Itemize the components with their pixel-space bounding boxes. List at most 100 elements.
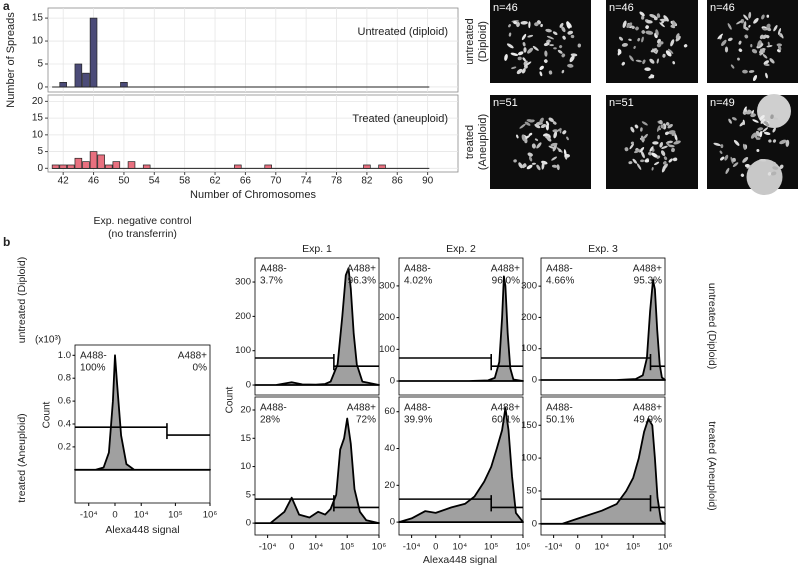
- chromosome: [528, 21, 531, 29]
- chromosome: [780, 33, 784, 39]
- chromosome: [670, 39, 675, 47]
- x-tick-label: 0: [112, 510, 117, 521]
- x-tick-label: 58: [179, 176, 191, 187]
- gate-label: 96.3%: [348, 276, 376, 287]
- x-tick-label: 90: [422, 176, 434, 187]
- chromosome: [524, 121, 531, 126]
- gate-label: 100%: [80, 363, 106, 374]
- y-tick-label: 10: [32, 36, 44, 47]
- bar: [104, 164, 113, 169]
- y-tick-label: 0.8: [58, 373, 71, 384]
- chromosome: [643, 133, 648, 139]
- y-unit-label: (x10³): [35, 335, 61, 346]
- y-tick-label: 0: [246, 518, 251, 529]
- chromosome: [761, 14, 765, 20]
- chromosome: [672, 20, 676, 26]
- chromosome: [526, 119, 534, 123]
- chromosome: [760, 118, 766, 124]
- y-tick-label: 60: [384, 406, 395, 417]
- chromosome: [641, 15, 645, 20]
- gate-label: 4.02%: [404, 276, 432, 287]
- chromosome: [644, 159, 650, 163]
- chromosome: [671, 132, 676, 136]
- row-label: untreated (Diploid): [706, 283, 718, 369]
- chromosome: [750, 132, 757, 139]
- chromosome: [621, 61, 625, 66]
- chromosome: [671, 147, 675, 153]
- chromosome: [548, 70, 553, 75]
- facet-label: Untreated (diploid): [358, 26, 449, 38]
- chromosome: [522, 163, 526, 169]
- chromosome: [663, 156, 668, 161]
- chromosome: [651, 152, 659, 158]
- y-tick-label: 200: [235, 311, 251, 322]
- plot-frame: [254, 257, 380, 396]
- x-tick-label: 10⁴: [309, 542, 324, 553]
- chromosome: [659, 18, 668, 22]
- row-label: treated (Aneuploid): [16, 413, 28, 502]
- y-tick-label: 15: [32, 113, 44, 124]
- chromosome: [542, 133, 549, 137]
- plot-panel: [47, 94, 459, 173]
- chromosome: [522, 42, 526, 47]
- chart-title: Exp. 3: [588, 243, 618, 255]
- chromosome: [577, 43, 582, 48]
- chromosome: [739, 121, 745, 127]
- x-tick-label: 10⁶: [372, 542, 387, 553]
- gate-label: A488-: [260, 403, 287, 414]
- chromosome: [738, 40, 742, 45]
- chromosome: [668, 144, 675, 148]
- x-tick-label: 10⁵: [626, 542, 641, 553]
- chromosome: [744, 34, 749, 39]
- gate-label: A488-: [260, 264, 287, 275]
- chromosome: [767, 27, 772, 32]
- chromosome: [765, 72, 768, 79]
- chromosome: [758, 159, 767, 162]
- chromosome: [635, 26, 639, 31]
- chromosome: [539, 117, 544, 124]
- y-axis-title: Count: [225, 386, 236, 413]
- chromosome: [772, 127, 776, 133]
- plot-frame: [398, 257, 524, 396]
- bar: [142, 164, 151, 169]
- x-tick-label: 86: [392, 176, 404, 187]
- chromosome: [550, 142, 558, 147]
- gate-label: 28%: [260, 415, 280, 426]
- y-tick-label: 20: [384, 480, 395, 491]
- x-axis-title: Number of Chromosomes: [190, 189, 316, 201]
- chromosome: [562, 130, 567, 135]
- x-tick-label: 10⁴: [453, 542, 468, 553]
- chromosome: [513, 159, 517, 163]
- chromosome: [763, 60, 770, 65]
- chromosome: [654, 161, 660, 166]
- chromosome: [553, 131, 558, 139]
- image-label: n=46: [710, 2, 735, 14]
- panel-label: a: [3, 0, 10, 13]
- y-tick-label: 300: [235, 277, 251, 288]
- chromosome: [531, 162, 536, 165]
- x-tick-label: 66: [240, 176, 252, 187]
- chromosome: [675, 33, 680, 39]
- chromosome: [665, 122, 670, 126]
- chromosome: [646, 20, 653, 24]
- chromosome: [763, 131, 771, 136]
- gate-label: A488-: [546, 403, 573, 414]
- chromosome: [759, 130, 763, 138]
- chromosome: [518, 162, 523, 169]
- y-tick-label: 0: [532, 375, 537, 386]
- bar: [82, 161, 90, 169]
- chromosome: [776, 43, 782, 47]
- chromosome: [552, 129, 559, 133]
- gate-label: 96.0%: [492, 276, 520, 287]
- nucleus: [757, 94, 791, 128]
- chromosome: [559, 45, 563, 49]
- chromosome: [513, 20, 518, 25]
- x-tick-label: 10⁴: [595, 542, 610, 553]
- chromosome: [672, 157, 678, 162]
- bar: [74, 157, 83, 169]
- gate-label: A488-: [80, 351, 107, 362]
- x-tick-label: -10⁴: [259, 542, 277, 553]
- chromosome: [757, 40, 762, 47]
- micrograph: n=46: [707, 0, 798, 83]
- chromosome: [649, 146, 654, 152]
